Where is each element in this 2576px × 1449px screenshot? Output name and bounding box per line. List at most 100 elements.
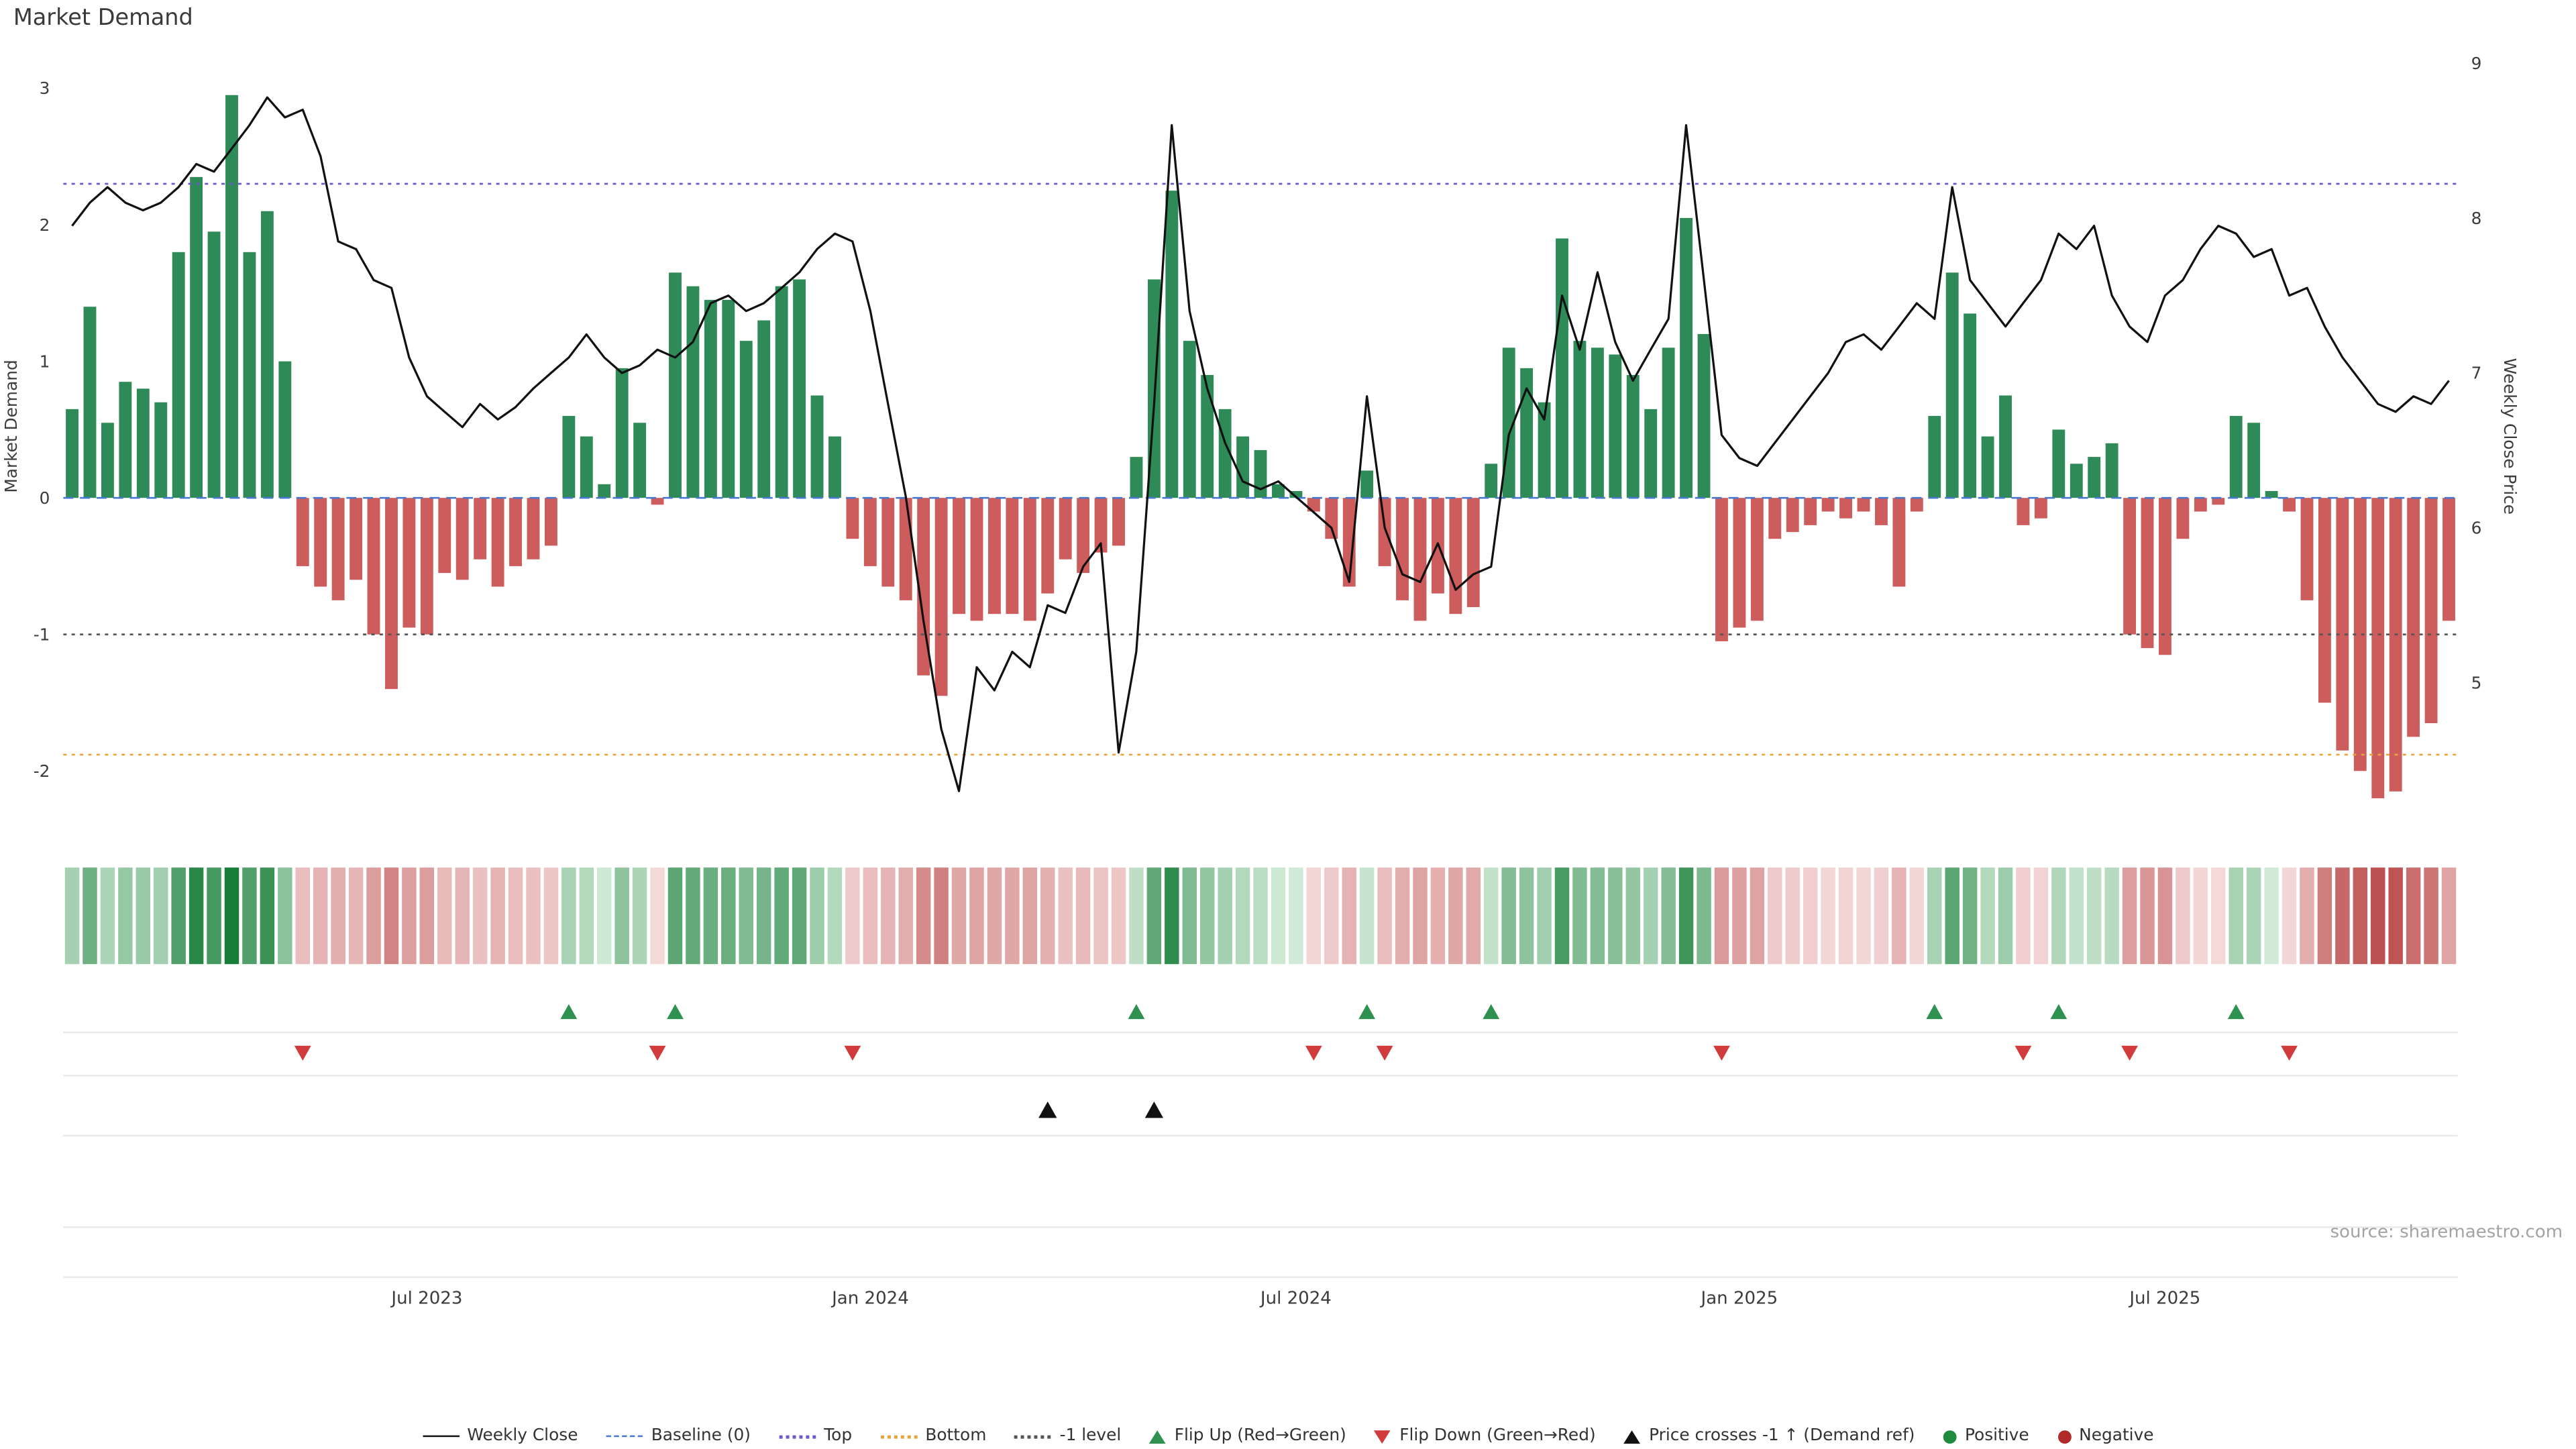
heatmap-cell	[224, 867, 239, 965]
heatmap-cell	[2104, 867, 2119, 965]
heatmap-cell	[2282, 867, 2297, 965]
demand-bar	[1059, 498, 1072, 559]
demand-bar	[474, 498, 487, 559]
heatmap-cell	[543, 867, 559, 965]
heatmap-cell	[774, 867, 789, 965]
demand-bar	[66, 409, 78, 498]
left-tick: 1	[40, 352, 50, 371]
demand-bar	[2123, 498, 2137, 635]
heatmap-cell	[2193, 867, 2208, 965]
demand-bar	[1715, 498, 1728, 641]
demand-bar	[1556, 238, 1568, 498]
heatmap-cell	[242, 867, 257, 965]
demand-bar	[2070, 464, 2083, 498]
heatmap-cell	[898, 867, 913, 965]
heatmap-cell	[508, 867, 523, 965]
demand-bar	[1183, 341, 1196, 498]
demand-bar	[491, 498, 504, 587]
demand-bar	[2105, 443, 2118, 498]
heatmap-cell	[632, 867, 647, 965]
legend-label: Top	[824, 1427, 853, 1446]
demand-bar	[260, 211, 274, 498]
heatmap-cell	[1821, 867, 1835, 965]
heatmap-cell	[2069, 867, 2084, 965]
heatmap-cell	[1643, 867, 1658, 965]
heatmap-cell	[1750, 867, 1765, 965]
demand-bar	[669, 272, 682, 498]
heatmap-cell	[207, 867, 221, 965]
demand-bar	[1573, 341, 1587, 498]
demand-bar	[190, 176, 203, 498]
flip-down-marker	[649, 1045, 666, 1061]
flip-down-marker	[2015, 1045, 2032, 1061]
heatmap-cell	[313, 867, 328, 965]
heatmap-cell	[2211, 867, 2226, 965]
demand-bar	[810, 395, 824, 498]
demand-bar	[1892, 498, 1906, 587]
demand-bar	[704, 300, 717, 498]
heatmap-cell	[118, 867, 133, 965]
demand-bar	[331, 498, 345, 600]
legend-item: Price crosses -1 ↑ (Demand ref)	[1623, 1427, 1915, 1446]
demand-bar	[1910, 498, 1923, 512]
demand-bar	[1964, 313, 1977, 498]
legend-swatch-dot-icon	[779, 1434, 816, 1438]
legend-swatch-dot-icon	[1014, 1434, 1052, 1438]
legend-label: Baseline (0)	[651, 1427, 751, 1446]
legend-item: -1 level	[1014, 1427, 1121, 1446]
demand-bar	[2265, 491, 2278, 498]
legend-swatch-tri-up-icon	[1149, 1429, 1167, 1443]
heatmap-cell	[526, 867, 541, 965]
page-title: Market Demand	[13, 5, 193, 32]
demand-bar	[1360, 470, 1374, 498]
source-attribution: source: sharemaestro.com	[2330, 1222, 2563, 1242]
heatmap-cell	[827, 867, 843, 965]
heatmap-cell	[1980, 867, 1995, 965]
heatmap-cell	[579, 867, 594, 965]
demand-bar	[846, 498, 859, 539]
demand-bar	[2318, 498, 2331, 703]
demand-bar	[2229, 416, 2243, 498]
heatmap-cell	[1625, 867, 1640, 965]
right-tick: 9	[2471, 54, 2482, 73]
heatmap-cell	[2157, 867, 2173, 965]
demand-bar	[2194, 498, 2207, 512]
demand-bar	[793, 279, 806, 498]
heatmap-cell	[278, 867, 292, 965]
demand-bar	[1928, 416, 1941, 498]
legend-item: Weekly Close	[422, 1427, 578, 1446]
legend-swatch-dot-icon	[880, 1434, 917, 1438]
demand-bar	[1750, 498, 1764, 621]
demand-heatmap-strip	[64, 867, 2457, 965]
heatmap-cell	[1892, 867, 1907, 965]
heatmap-cell	[951, 867, 967, 965]
demand-bar	[1112, 498, 1125, 546]
flip-up-marker	[2050, 1004, 2068, 1020]
demand-bar	[1981, 436, 1994, 498]
heatmap-cell	[1768, 867, 1782, 965]
heatmap-cell	[756, 867, 771, 965]
heatmap-cell	[2176, 867, 2190, 965]
heatmap-cell	[1075, 867, 1091, 965]
demand-bar	[1485, 464, 1498, 498]
heatmap-cell	[739, 867, 753, 965]
heatmap-cell	[1537, 867, 1552, 965]
heatmap-cell	[1678, 867, 1694, 965]
heatmap-cell	[667, 867, 683, 965]
heatmap-cell	[1430, 867, 1446, 965]
heatmap-cell	[1448, 867, 1463, 965]
demand-bar	[385, 498, 398, 690]
demand-bar	[1662, 347, 1675, 498]
flip-down-marker	[1376, 1045, 1393, 1061]
heatmap-cell	[561, 867, 576, 965]
heatmap-cell	[1182, 867, 1197, 965]
left-tick: 2	[40, 215, 50, 235]
heatmap-cell	[1306, 867, 1322, 965]
demand-bar	[757, 320, 771, 498]
demand-bar	[1289, 491, 1303, 498]
demand-bar	[367, 498, 380, 635]
heatmap-cell	[2140, 867, 2155, 965]
legend-label: Flip Down (Green→Red)	[1399, 1427, 1596, 1446]
x-tick: Jul 2024	[1259, 1289, 1332, 1309]
